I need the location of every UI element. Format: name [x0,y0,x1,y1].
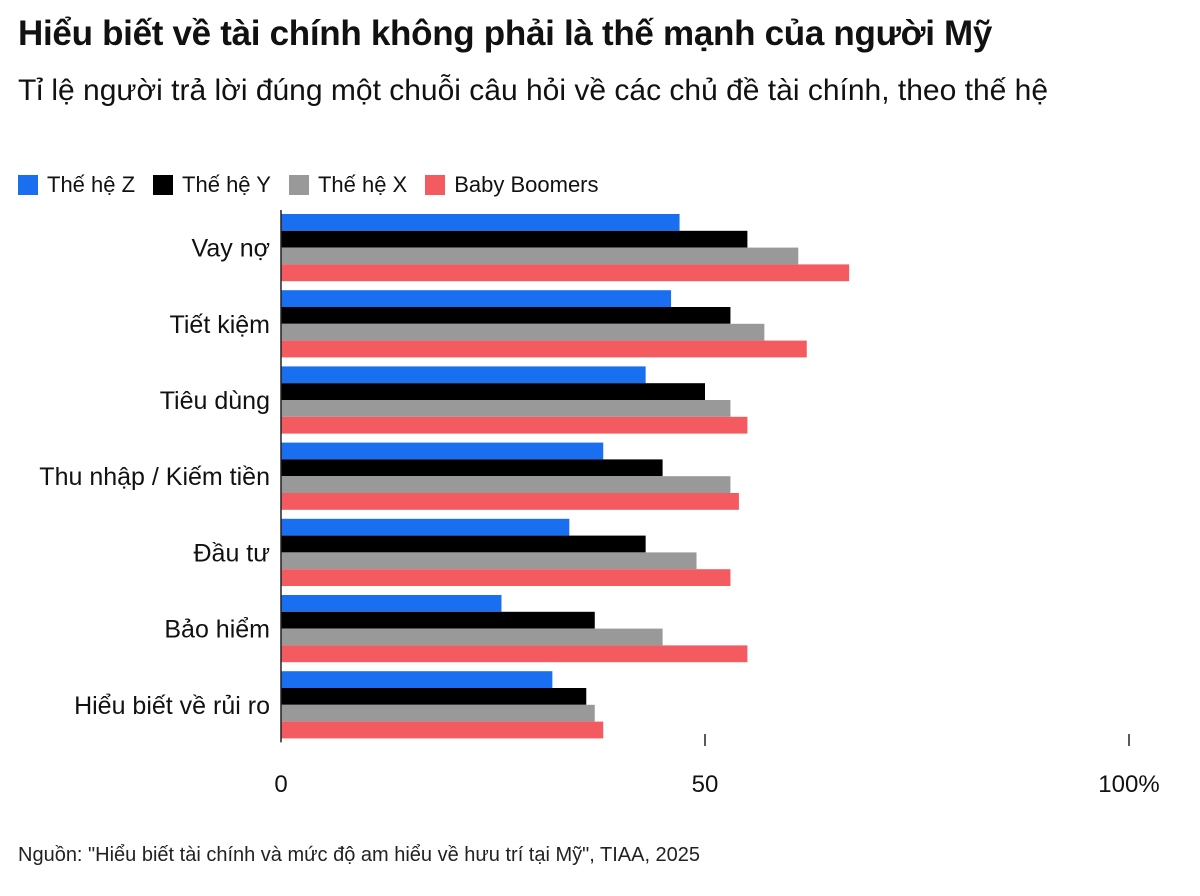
bar-hieu-biet-ve-rui-ro-baby-boomers [281,721,604,739]
x-tick-label-0: 0 [274,771,287,798]
bar-vay-no-the-he-z [281,214,680,231]
bar-vay-no-the-he-y [281,230,748,248]
legend-label-gen-y: Thế hệ Y [182,172,271,197]
bar-bao-hiem-the-he-y [281,611,595,629]
x-tick-label-100: 100% [1098,771,1159,798]
legend-item-gen-x: Thế hệ X [288,172,408,198]
x-tick-label-50: 50 [692,771,719,798]
legend-swatch-gen-y [153,175,174,195]
legend-label-baby-boomers: Baby Boomers [454,172,599,197]
bar-hieu-biet-ve-rui-ro-the-he-x [281,704,595,722]
bar-dau-tu-baby-boomers [281,569,731,586]
bar-vay-no-the-he-x [281,247,799,265]
bar-tieu-dung-the-he-z [281,366,646,384]
legend-swatch-baby-boomers [425,175,446,195]
legend-item-gen-z: Thế hệ Z [18,172,135,198]
bar-bao-hiem-baby-boomers [281,645,748,663]
bar-dau-tu-the-he-x [281,552,697,570]
bar-tieu-dung-the-he-x [281,400,731,417]
bar-tieu-dung-baby-boomers [281,416,748,434]
legend-swatch-gen-x [288,175,309,195]
category-label-thu-nhap-kiem-tien: Thu nhập / Kiếm tiền [39,463,270,491]
bar-thu-nhap-kiem-tien-the-he-z [281,442,604,460]
category-label-dau-tu: Đầu tư [194,539,271,567]
bar-tiet-kiem-the-he-x [281,323,765,341]
chart-legend: Thế hệ Z Thế hệ Y Thế hệ X Baby Boomers [18,172,599,198]
bar-thu-nhap-kiem-tien-the-he-y [281,459,663,477]
legend-label-gen-z: Thế hệ Z [47,172,136,197]
legend-item-gen-y: Thế hệ Y [153,172,271,198]
bar-bao-hiem-the-he-z [281,595,502,612]
legend-swatch-gen-z [18,175,38,195]
bar-thu-nhap-kiem-tien-the-he-x [281,476,731,493]
category-label-tieu-dung: Tiêu dùng [160,387,270,415]
bar-tieu-dung-the-he-y [281,383,705,400]
source-note: Nguồn: "Hiểu biết tài chính và mức độ am… [18,844,701,866]
bar-tiet-kiem-baby-boomers [281,340,807,358]
legend-label-gen-x: Thế hệ X [317,172,408,197]
bar-vay-no-baby-boomers [281,264,850,282]
bar-hieu-biet-ve-rui-ro-the-he-y [281,688,587,705]
category-label-bao-hiem: Bảo hiểm [164,616,270,644]
bar-dau-tu-the-he-z [281,518,570,536]
chart-subtitle: Tỉ lệ người trả lời đúng một chuỗi câu h… [18,74,1049,107]
bar-tiet-kiem-the-he-z [281,290,672,307]
legend-item-baby-boomers: Baby Boomers [425,172,599,198]
chart-title: Hiểu biết về tài chính không phải là thế… [18,14,993,53]
bar-chart: Vay nợ Tiết kiệm Tiêu dùng Thu nhập / Kiếm … [39,210,1160,798]
bar-hieu-biet-ve-rui-ro-the-he-z [281,671,553,688]
category-label-hieu-biet-ve-rui-ro: Hiểu biết về rủi ro [74,692,270,720]
category-label-vay-no: Vay nợ [192,235,270,263]
bar-tiet-kiem-the-he-y [281,307,731,324]
bar-thu-nhap-kiem-tien-baby-boomers [281,493,739,510]
category-label-tiet-kiem: Tiết kiệm [170,311,270,339]
bar-dau-tu-the-he-y [281,535,646,553]
bar-bao-hiem-the-he-x [281,628,663,646]
